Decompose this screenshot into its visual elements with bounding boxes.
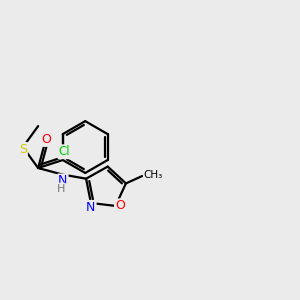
Text: CH₃: CH₃: [144, 169, 163, 180]
Text: N: N: [58, 175, 68, 188]
Text: S: S: [19, 143, 27, 156]
Text: Cl: Cl: [58, 145, 70, 158]
Text: N: N: [86, 201, 96, 214]
Text: O: O: [41, 133, 51, 146]
Text: H: H: [57, 184, 65, 194]
Text: O: O: [115, 200, 125, 212]
